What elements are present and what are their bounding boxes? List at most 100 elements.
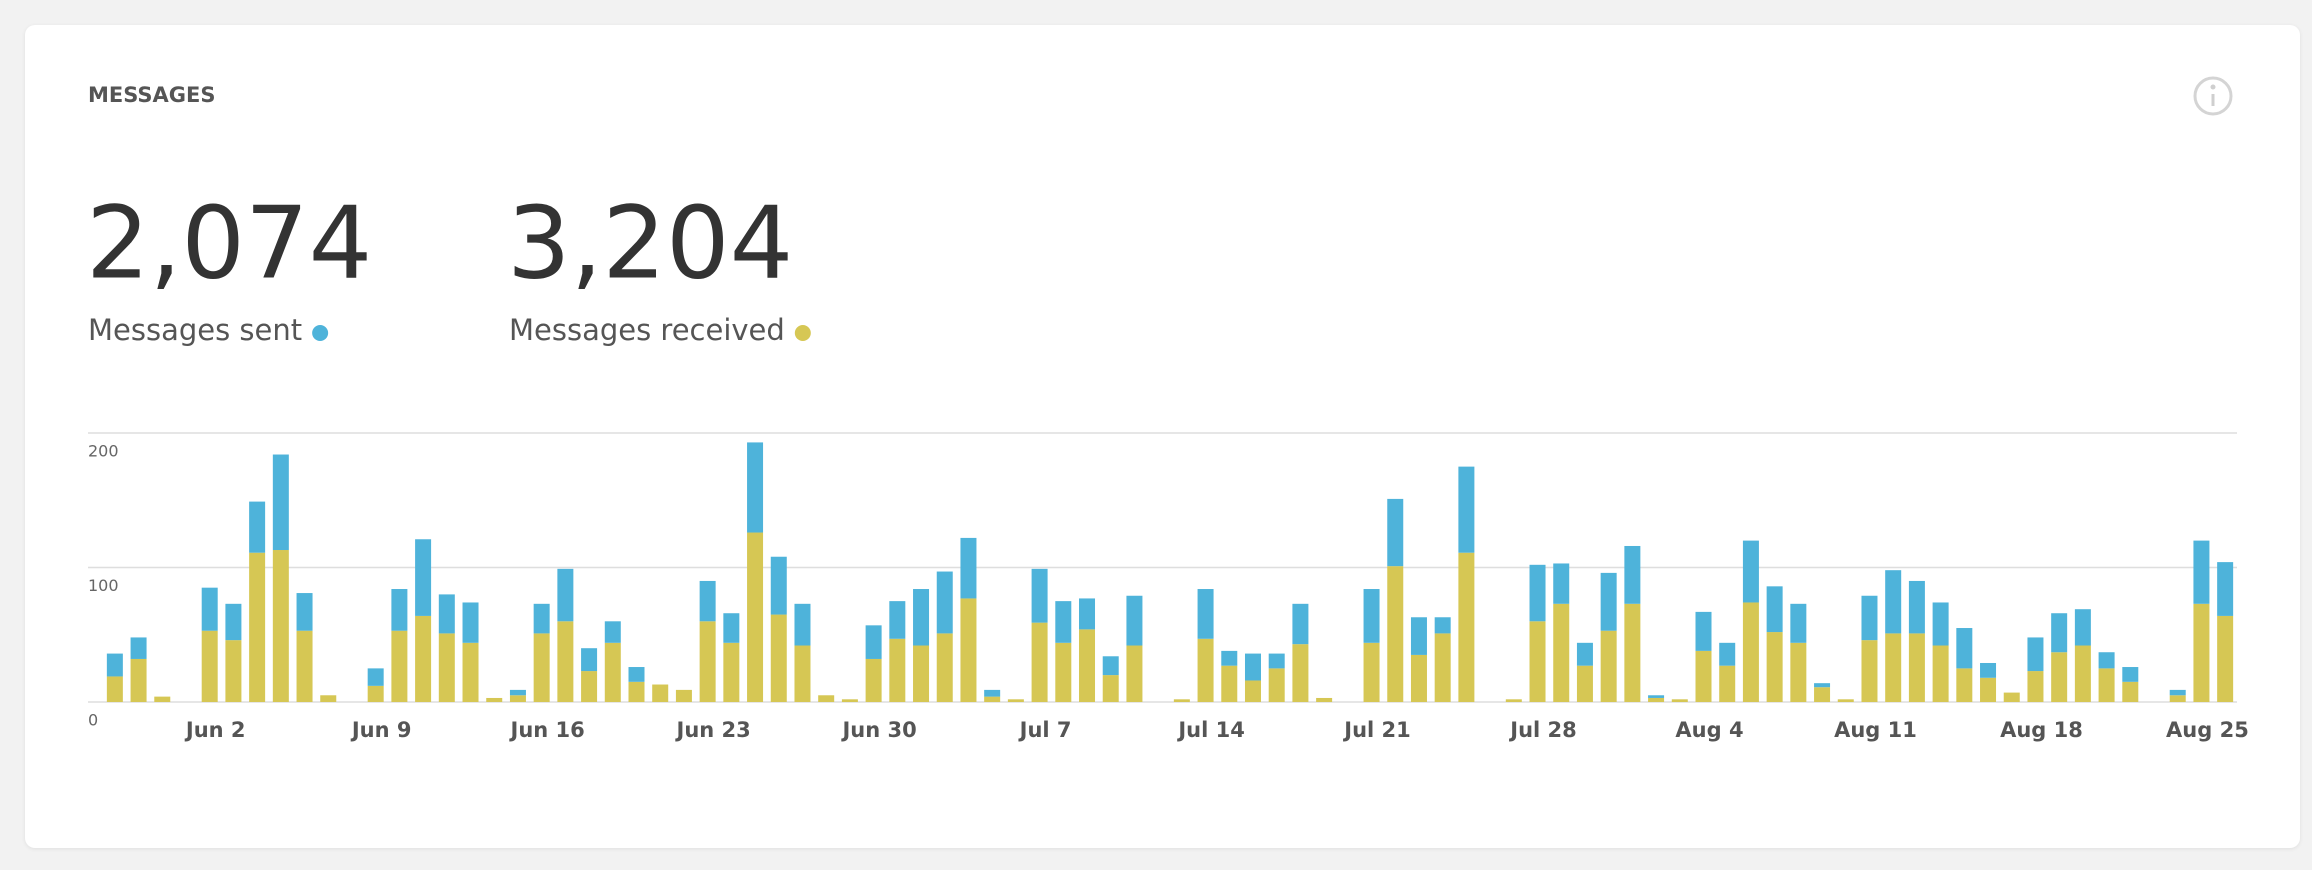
bar-segment: [1624, 545, 1641, 604]
bar-segment: [2098, 668, 2115, 702]
bar-segment: [1695, 611, 1712, 651]
bar-segment: [272, 454, 289, 551]
bar-segment: [391, 589, 408, 631]
bar-segment: [1790, 603, 1807, 643]
x-tick-label: Jun 23: [675, 718, 751, 742]
bar-segment: [2027, 637, 2044, 672]
bar-segment: [272, 550, 289, 702]
bar-segment: [130, 658, 147, 702]
bar-segment: [984, 689, 1001, 697]
bar-segment: [1529, 564, 1546, 622]
bar-segment: [415, 615, 432, 702]
bar-segment: [1363, 589, 1380, 643]
bar-segment: [1434, 617, 1451, 634]
bar-segment: [1079, 598, 1096, 630]
x-tick-label: Jun 16: [509, 718, 585, 742]
bar-segment: [936, 571, 953, 634]
bar-segment: [2027, 671, 2044, 702]
y-tick-label: 0: [88, 711, 98, 730]
bar-segment: [1932, 602, 1949, 646]
bar-segment: [154, 696, 171, 702]
bar-segment: [628, 667, 645, 682]
bar-segment: [604, 642, 621, 702]
bar-segment: [936, 633, 953, 702]
bar-segment: [1766, 632, 1783, 702]
bar-segment: [2051, 613, 2068, 653]
bar-segment: [865, 658, 882, 702]
bar-segment: [1908, 580, 1925, 634]
bar-segment: [818, 695, 835, 702]
bar-segment: [889, 638, 906, 702]
bar-segment: [486, 697, 503, 702]
bar-segment: [1197, 638, 1214, 702]
bar-segment: [1814, 687, 1831, 702]
bar-segment: [1434, 633, 1451, 702]
bar-segment: [1410, 654, 1427, 702]
bar-segment: [1031, 568, 1048, 623]
bar-segment: [747, 532, 764, 702]
bar-segment: [960, 537, 977, 599]
bar-segment: [747, 442, 764, 533]
info-button[interactable]: [2193, 76, 2233, 116]
bar-segment: [1885, 633, 1902, 702]
bar-segment: [2193, 603, 2210, 702]
bar-segment: [1316, 697, 1333, 702]
bar-segment: [770, 556, 787, 615]
legend-dot: [794, 325, 811, 341]
bar-segment: [1837, 699, 1854, 702]
bar-segment: [1458, 466, 1475, 553]
bar-segment: [2169, 689, 2186, 696]
x-tick-label: Aug 25: [2166, 718, 2249, 742]
x-tick-label: Aug 4: [1675, 718, 1743, 742]
bar-segment: [1980, 677, 1997, 702]
bar-segment: [249, 501, 266, 553]
bar-segment: [1363, 642, 1380, 702]
x-tick-label: Jun 9: [350, 718, 412, 742]
bar-segment: [1055, 601, 1072, 643]
bar-segment: [296, 593, 313, 631]
bar-segment: [2193, 540, 2210, 604]
bar-segment: [1553, 603, 1570, 702]
bar-segment: [1742, 540, 1759, 603]
bar-segment: [1221, 650, 1238, 666]
bar-segment: [1007, 699, 1024, 702]
bar-segment: [1671, 699, 1688, 702]
bar-segment: [2051, 652, 2068, 702]
bar-segment: [913, 589, 930, 646]
bar-segment: [462, 642, 479, 702]
y-tick-label: 200: [88, 442, 119, 461]
bar-segment: [2003, 692, 2020, 702]
bar-segment: [2169, 695, 2186, 702]
bar-segment: [1648, 695, 1665, 698]
bar-segment: [1102, 675, 1119, 702]
bar-segment: [794, 645, 811, 702]
bar-segment: [1742, 602, 1759, 702]
stat-value: 3,204: [507, 184, 793, 301]
bar-segment: [1814, 683, 1831, 688]
bar-segment: [509, 695, 526, 702]
bar-segment: [628, 681, 645, 702]
bar-segment: [1553, 563, 1570, 604]
bar-segment: [2217, 615, 2234, 702]
bar-segment: [2122, 667, 2139, 682]
bar-segment: [675, 689, 692, 702]
bar-segment: [2074, 609, 2091, 646]
stat-label: Messages received: [509, 313, 785, 347]
bar-segment: [770, 614, 787, 702]
bar-segment: [201, 630, 218, 702]
bar-segment: [1885, 570, 1902, 634]
stat-label: Messages sent: [88, 313, 302, 347]
bar-segment: [1956, 628, 1973, 669]
bar-segment: [1079, 629, 1096, 702]
bar-segment: [296, 630, 313, 702]
bar-segment: [1505, 699, 1522, 702]
bar-segment: [249, 552, 266, 702]
bar-segment: [1268, 653, 1285, 669]
bar-segment: [1908, 633, 1925, 702]
bar-segment: [509, 689, 526, 696]
bar-segment: [201, 587, 218, 631]
bar-segment: [1790, 642, 1807, 702]
bar-segment: [1292, 603, 1309, 645]
bar-segment: [794, 603, 811, 646]
